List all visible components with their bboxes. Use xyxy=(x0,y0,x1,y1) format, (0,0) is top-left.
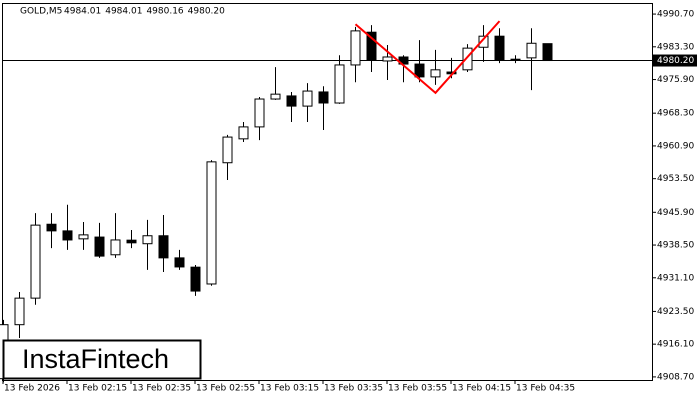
y-tick-label: 4953.50 xyxy=(657,174,694,184)
y-tick-label: 4931.10 xyxy=(657,273,694,283)
y-tick-label: 4923.50 xyxy=(657,307,694,317)
watermark: InstaFintech xyxy=(22,344,169,374)
y-tick-label: 4938.50 xyxy=(657,241,694,251)
x-tick-label: 13 Feb 03:55 xyxy=(388,384,447,394)
price-tag xyxy=(653,54,697,67)
candle-body xyxy=(334,64,345,104)
x-tick-label: 13 Feb 04:15 xyxy=(452,384,511,394)
candle-body xyxy=(142,235,153,245)
candle-body xyxy=(30,224,41,299)
candle-body xyxy=(254,98,265,128)
watermark-box xyxy=(2,339,202,380)
symbol-label: GOLD,M5 xyxy=(20,7,62,17)
y-tick-label: 4916.10 xyxy=(657,340,694,350)
y-tick-label: 4945.90 xyxy=(657,208,694,218)
candle-body xyxy=(94,236,105,257)
candle-body xyxy=(350,30,361,66)
candle-body xyxy=(526,42,537,59)
candle-body xyxy=(430,69,441,78)
candle-body xyxy=(510,58,521,61)
x-tick-label: 13 Feb 03:15 xyxy=(260,384,319,394)
y-tick-label: 4908.70 xyxy=(657,372,694,382)
candle-body xyxy=(14,297,25,326)
header-value: 4980.16 xyxy=(146,7,183,17)
candle-body xyxy=(158,235,169,259)
candle-body xyxy=(318,91,329,104)
y-tick-label: 4960.90 xyxy=(657,141,694,151)
candle-body xyxy=(46,223,57,232)
candle-body xyxy=(414,63,425,78)
candle-body xyxy=(478,35,489,48)
candle-body xyxy=(382,56,393,62)
candle-body xyxy=(126,239,137,244)
plot-frame xyxy=(2,3,653,381)
candle-body xyxy=(270,93,281,100)
x-tick-label: 13 Feb 03:35 xyxy=(324,384,383,394)
pattern-line xyxy=(354,20,501,95)
y-tick-label: 4983.30 xyxy=(657,42,694,52)
candle-body xyxy=(110,239,121,256)
candle-body xyxy=(78,234,89,240)
candle-body xyxy=(190,266,201,292)
x-tick-label: 13 Feb 04:35 xyxy=(516,384,575,394)
header-value: 4980.20 xyxy=(188,7,225,17)
candle-body xyxy=(542,43,553,62)
header-value: 4984.01 xyxy=(64,7,101,17)
x-tick-label: 13 Feb 02:15 xyxy=(68,384,127,394)
header-value: 4984.01 xyxy=(105,7,142,17)
price-tag-label: 4980.20 xyxy=(657,56,694,66)
candle-body xyxy=(174,257,185,268)
x-tick-label: 13 Feb 02:35 xyxy=(132,384,191,394)
y-tick-label: 4968.30 xyxy=(657,109,694,119)
y-tick-label: 4990.70 xyxy=(657,10,694,20)
candle-body xyxy=(62,230,73,241)
candle-body xyxy=(366,31,377,61)
candle-body xyxy=(286,95,297,107)
candle-body xyxy=(494,35,505,61)
candle-body xyxy=(462,47,473,71)
y-tick-label: 4975.90 xyxy=(657,75,694,85)
candle-body xyxy=(222,136,233,164)
x-tick-label: 13 Feb 02:55 xyxy=(196,384,255,394)
x-tick-label: 13 Feb 2026 xyxy=(4,384,60,394)
candle-body xyxy=(302,90,313,107)
candle-body xyxy=(238,126,249,140)
candle-body xyxy=(206,161,217,285)
